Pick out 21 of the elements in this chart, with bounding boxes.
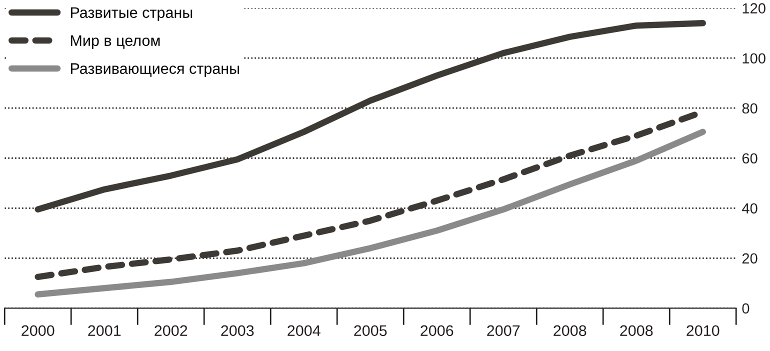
x-tick-label: 2008	[554, 325, 586, 336]
y-tick-label: 80	[742, 103, 758, 114]
y-tick-label: 0	[742, 303, 750, 314]
x-tick-label: 2003	[221, 325, 254, 336]
x-tick-label: 2001	[88, 325, 121, 336]
legend-label: Мир в целом	[70, 35, 160, 49]
x-tick-label: 2002	[154, 325, 188, 336]
y-tick-label: 120	[742, 3, 766, 14]
y-tick-label: 40	[742, 203, 758, 214]
x-tick-label: 2005	[354, 325, 387, 336]
x-tick-label: 2010	[686, 325, 720, 336]
y-tick-label: 100	[742, 53, 766, 64]
legend-label: Развитые страны	[70, 7, 192, 22]
x-tick-label: 2007	[487, 325, 520, 336]
x-tick-label: 2008	[620, 325, 653, 336]
y-tick-label: 60	[742, 153, 758, 164]
x-tick-label: 2000	[22, 325, 54, 336]
x-tick-label: 2006	[420, 325, 454, 336]
legend-label: Развивающиеся страны	[70, 63, 240, 77]
y-tick-label: 20	[742, 253, 758, 264]
x-tick-label: 2004	[288, 325, 320, 336]
